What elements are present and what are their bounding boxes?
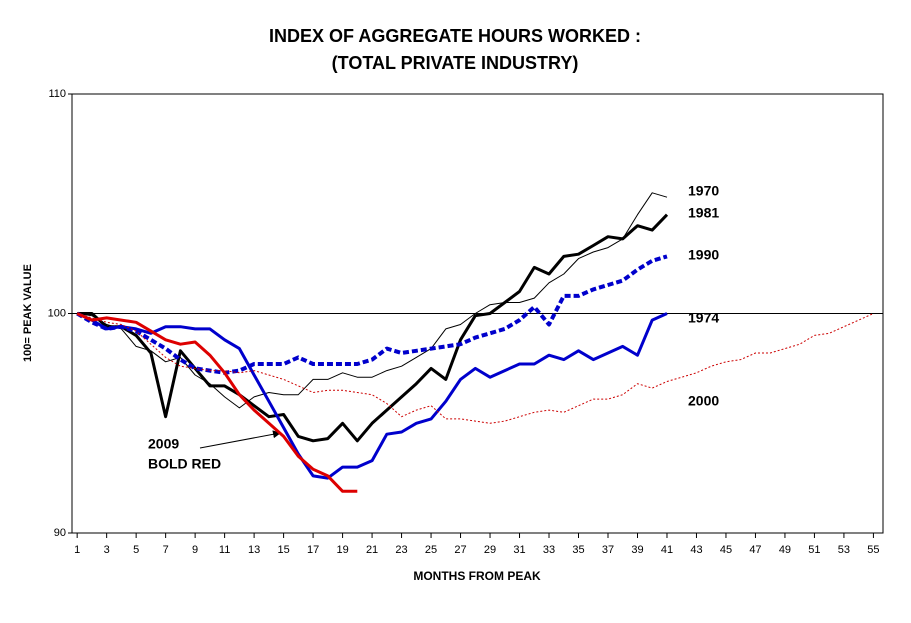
x-tick-label: 5 — [133, 544, 139, 556]
x-tick-label: 53 — [838, 544, 850, 556]
series-line — [76, 312, 358, 493]
series-label: 1990 — [688, 247, 719, 263]
x-tick-label: 51 — [808, 544, 820, 556]
x-tick-label: 1 — [74, 544, 80, 556]
x-tick-label: 15 — [277, 544, 289, 556]
x-axis-label: MONTHS FROM PEAK — [413, 569, 541, 583]
x-tick-label: 23 — [395, 544, 407, 556]
x-tick-label: 45 — [720, 544, 732, 556]
series-line — [76, 312, 668, 480]
x-tick-label: 21 — [366, 544, 378, 556]
chart-title: INDEX OF AGGREGATE HOURS WORKED : — [269, 26, 641, 46]
x-tick-label: 41 — [661, 544, 673, 556]
x-tick-label: 47 — [749, 544, 761, 556]
x-tick-label: 37 — [602, 544, 614, 556]
x-tick-label: 27 — [454, 544, 466, 556]
x-tick-label: 25 — [425, 544, 437, 556]
x-tick-label: 39 — [631, 544, 643, 556]
x-tick-label: 49 — [779, 544, 791, 556]
x-tick-label: 17 — [307, 544, 319, 556]
y-axis-label: 100= PEAK VALUE — [22, 264, 34, 362]
annotation-arrow — [199, 430, 281, 449]
y-tick-label: 100 — [48, 307, 66, 319]
series-label: 1981 — [688, 205, 719, 221]
x-tick-label: 19 — [336, 544, 348, 556]
series-line — [77, 213, 669, 443]
x-tick-label: 29 — [484, 544, 496, 556]
annotation: BOLD RED — [148, 456, 221, 472]
x-tick-label: 3 — [104, 544, 110, 556]
x-tick-label: 55 — [867, 544, 879, 556]
x-tick-label: 13 — [248, 544, 260, 556]
x-tick-label: 11 — [219, 544, 230, 556]
x-tick-label: 35 — [572, 544, 584, 556]
series-label: 2000 — [688, 393, 719, 409]
y-tick-label: 90 — [54, 527, 66, 539]
y-tick-label: 110 — [48, 88, 66, 100]
series-label: 1970 — [688, 183, 719, 199]
x-tick-label: 33 — [543, 544, 555, 556]
x-tick-label: 31 — [513, 544, 525, 556]
x-tick-label: 7 — [163, 544, 169, 556]
x-tick-label: 9 — [192, 544, 198, 556]
series-line — [77, 192, 668, 409]
series-label: 1974 — [688, 310, 719, 326]
series-label: 2009 — [148, 436, 179, 452]
chart-title: (TOTAL PRIVATE INDUSTRY) — [332, 53, 579, 73]
series-line — [77, 313, 874, 424]
x-tick-label: 43 — [690, 544, 702, 556]
series-line — [76, 254, 668, 375]
